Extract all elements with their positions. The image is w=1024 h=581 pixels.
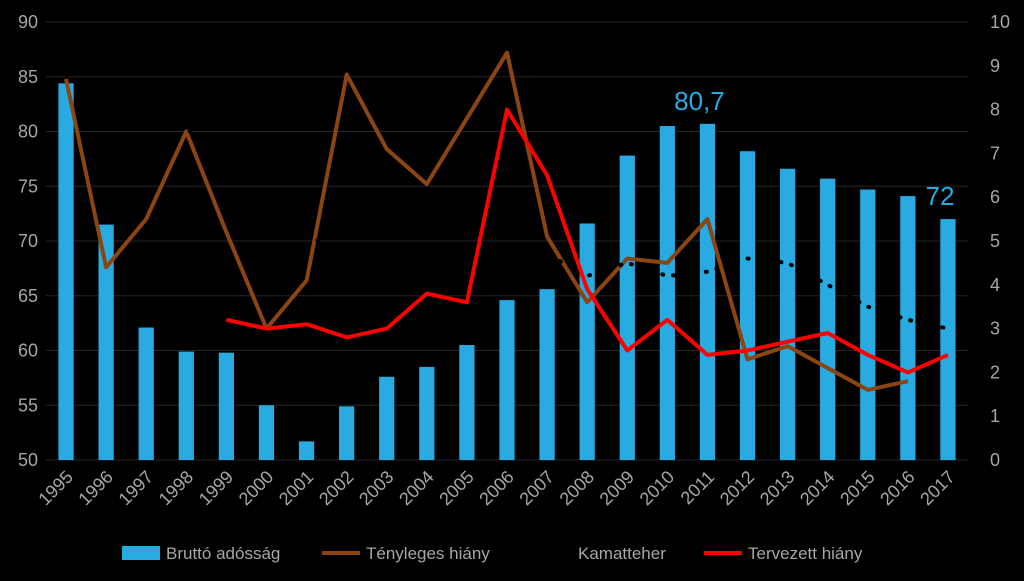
dotted-series-line (64, 72, 950, 331)
legend-label: Tervezett hiány (748, 544, 863, 563)
right-tick-label: 8 (990, 100, 1000, 120)
bar (58, 83, 74, 460)
bar (579, 223, 595, 460)
bar-series (58, 83, 956, 461)
bar (860, 189, 876, 460)
bar (659, 126, 675, 461)
legend-label: Kamatteher (578, 544, 666, 563)
left-tick-label: 50 (18, 450, 38, 470)
left-tick-label: 80 (18, 122, 38, 142)
right-tick-label: 2 (990, 362, 1000, 382)
bar (699, 123, 716, 461)
left-axis: 50 55 60 65 70 75 80 85 90 (18, 12, 38, 470)
left-tick-label: 90 (18, 12, 38, 32)
series-line (64, 50, 909, 392)
left-tick-label: 55 (18, 395, 38, 415)
line-series (64, 50, 950, 392)
right-axis: 0 1 2 3 4 5 6 7 8 9 10 (990, 12, 1010, 470)
bar (820, 178, 836, 460)
right-tick-label: 5 (990, 231, 1000, 251)
right-tick-label: 3 (990, 319, 1000, 339)
bar (98, 224, 114, 460)
left-tick-label: 85 (18, 67, 38, 87)
bar (419, 366, 435, 460)
left-tick-label: 75 (18, 176, 38, 196)
right-tick-label: 4 (990, 275, 1000, 295)
left-tick-label: 70 (18, 231, 38, 251)
bar (539, 289, 555, 460)
bar (739, 151, 756, 460)
right-tick-label: 7 (990, 143, 1000, 163)
annotations: 80,7 72 (674, 86, 954, 211)
bar (258, 405, 275, 460)
legend-label: Tényleges hiány (366, 544, 490, 563)
series-line (225, 107, 949, 375)
bar (619, 155, 635, 460)
bar (218, 352, 235, 460)
right-tick-label: 10 (990, 12, 1010, 32)
right-tick-label: 0 (990, 450, 1000, 470)
legend-label: Bruttó adósság (166, 544, 280, 563)
right-tick-label: 9 (990, 56, 1000, 76)
legend-swatch (122, 546, 160, 560)
legend: Bruttó adósság Tényleges hiány Kamatteher T… (122, 544, 863, 563)
legend-item: Bruttó adósság (122, 544, 280, 563)
bar (499, 300, 515, 460)
bar (298, 441, 315, 460)
legend-item: Tényleges hiány (322, 544, 490, 563)
bar (138, 327, 154, 460)
bar (459, 345, 475, 460)
right-tick-label: 6 (990, 187, 1000, 207)
left-tick-label: 65 (18, 286, 38, 306)
legend-item: Kamatteher (532, 544, 666, 563)
value-callout: 72 (925, 181, 954, 211)
right-tick-label: 1 (990, 406, 1000, 426)
bar (339, 406, 355, 460)
bar (940, 219, 956, 460)
legend-item: Tervezett hiány (704, 544, 863, 563)
bar (900, 196, 916, 461)
left-tick-label: 60 (18, 341, 38, 361)
bar (178, 351, 194, 460)
bar (379, 376, 395, 460)
value-callout: 80,7 (674, 86, 725, 116)
bar (779, 168, 796, 461)
